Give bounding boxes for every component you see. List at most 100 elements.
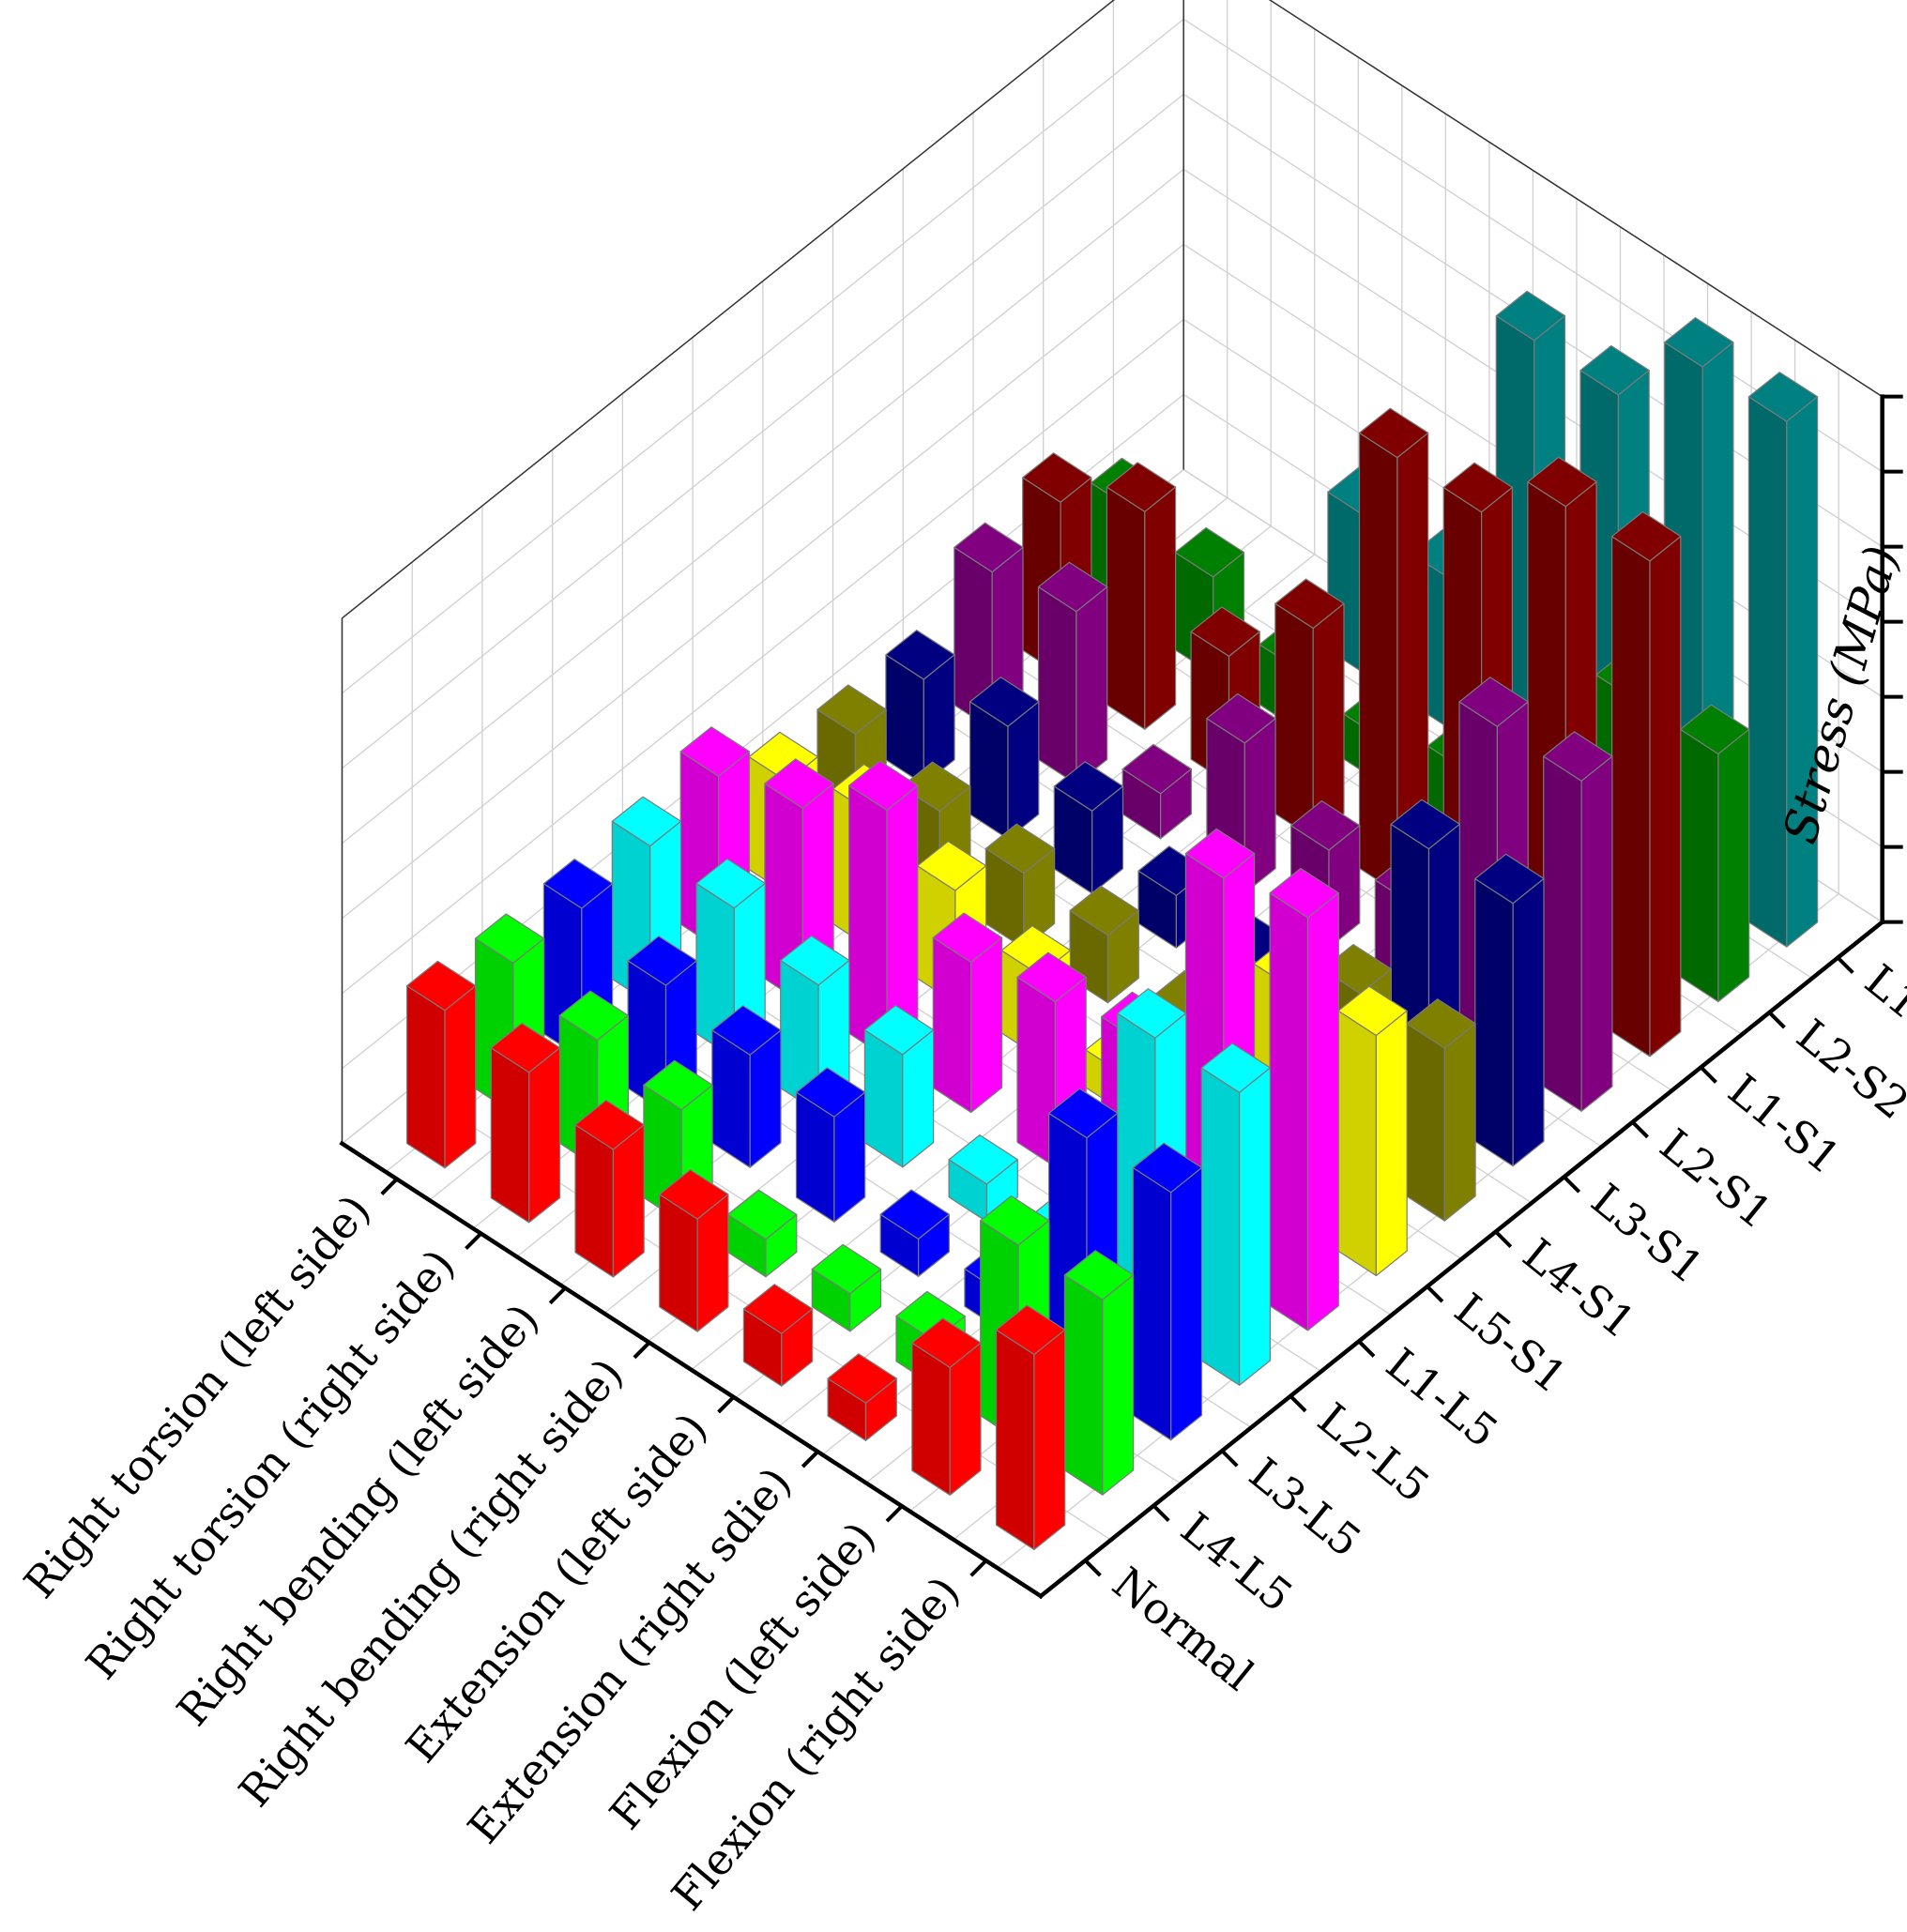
bar-top <box>816 684 887 736</box>
bar <box>1474 853 1545 1167</box>
x-tick <box>717 1395 736 1414</box>
bar-face <box>1375 1010 1408 1277</box>
bar-top <box>679 726 751 777</box>
bar-top <box>980 1194 1050 1246</box>
bar <box>1610 510 1682 1057</box>
bar-top <box>1063 1250 1135 1301</box>
bar-face <box>1406 1023 1445 1222</box>
bar-face <box>1543 755 1582 1112</box>
bar-top <box>1543 731 1613 782</box>
bar-face <box>1306 891 1339 1331</box>
bar <box>932 912 1003 1114</box>
bar <box>659 1169 729 1332</box>
bar-face <box>1033 1329 1066 1551</box>
wall-top-edge <box>342 0 1884 619</box>
x-axis-line <box>339 1140 1045 1600</box>
x-tick <box>969 1559 988 1577</box>
bar-face <box>1747 396 1788 948</box>
bar <box>711 1005 782 1168</box>
bar-face <box>995 1329 1035 1551</box>
bar-face <box>1063 1274 1104 1496</box>
bar-top <box>695 858 766 909</box>
bar <box>742 1284 814 1387</box>
bars-layer <box>406 290 1819 1551</box>
bar <box>1543 731 1613 1112</box>
bar <box>1269 867 1339 1331</box>
y-tick <box>1083 1559 1102 1577</box>
bar-top <box>1053 761 1124 812</box>
bar-top <box>1664 317 1734 368</box>
bar-face <box>932 936 972 1114</box>
bar-face <box>949 1342 982 1497</box>
y-tick <box>1220 1449 1239 1468</box>
bar-top <box>406 960 477 1012</box>
bar-top <box>932 912 1003 964</box>
bar <box>1406 998 1476 1222</box>
bar-top <box>1132 1142 1203 1194</box>
bar-top <box>1610 510 1682 562</box>
bar-top <box>1037 561 1108 613</box>
bar-top <box>1106 462 1177 512</box>
bar-face <box>1474 877 1514 1167</box>
bar-top <box>1527 456 1597 508</box>
y-tick <box>1836 956 1854 975</box>
bar-face <box>1443 1023 1476 1222</box>
bar <box>1200 1042 1272 1386</box>
bar <box>1121 743 1193 840</box>
bar-top <box>984 823 1056 875</box>
bar-top <box>1047 1088 1119 1139</box>
bar <box>885 629 955 785</box>
bar-top <box>916 840 987 891</box>
bar <box>406 960 477 1169</box>
bar-face <box>1269 892 1309 1331</box>
bar <box>574 1099 645 1278</box>
x-tick <box>801 1450 819 1468</box>
bar-top <box>885 629 955 680</box>
bar <box>911 1317 982 1497</box>
bar <box>1063 1250 1135 1496</box>
bar-top <box>1116 988 1187 1039</box>
bar-face <box>1170 1166 1203 1441</box>
bar-top <box>742 1284 814 1334</box>
bar <box>984 823 1056 950</box>
bar-face <box>1580 755 1613 1112</box>
bar-top <box>1190 606 1260 658</box>
bar-top <box>1358 407 1429 459</box>
bar-face <box>1238 1067 1272 1386</box>
bar-face <box>1102 1274 1135 1496</box>
bar-face <box>612 1124 645 1278</box>
y-tick <box>1289 1394 1307 1413</box>
y-tick <box>1700 1066 1717 1084</box>
bar <box>726 1189 798 1278</box>
bar-top <box>1579 344 1650 396</box>
bar-top <box>659 1169 729 1220</box>
y-tick <box>1357 1340 1376 1358</box>
bar-top <box>1289 799 1361 851</box>
x-tick <box>465 1232 482 1251</box>
y-tick <box>1767 1011 1786 1029</box>
bar <box>795 1067 866 1223</box>
bar-face <box>574 1124 615 1278</box>
bar-face <box>1649 535 1682 1057</box>
bar-top <box>611 796 682 847</box>
bar-top <box>474 913 545 965</box>
bar-face <box>444 984 477 1169</box>
bar-top <box>1337 985 1408 1037</box>
bar-top <box>795 1067 866 1118</box>
bar-face <box>1786 396 1819 948</box>
bar-face <box>490 1047 530 1224</box>
y-tick <box>1563 1175 1581 1194</box>
y-axis-line <box>1037 919 1885 1600</box>
bar-top <box>1406 998 1476 1049</box>
bar-face <box>1144 486 1177 730</box>
bar <box>1747 372 1819 948</box>
bar-top <box>1679 704 1750 755</box>
bar-top <box>490 1022 561 1073</box>
bar-top <box>1269 867 1339 919</box>
bar-top <box>879 1189 951 1240</box>
axes-layer <box>339 394 1885 1600</box>
bar-top <box>1069 885 1139 936</box>
bar-face <box>1132 1166 1172 1441</box>
